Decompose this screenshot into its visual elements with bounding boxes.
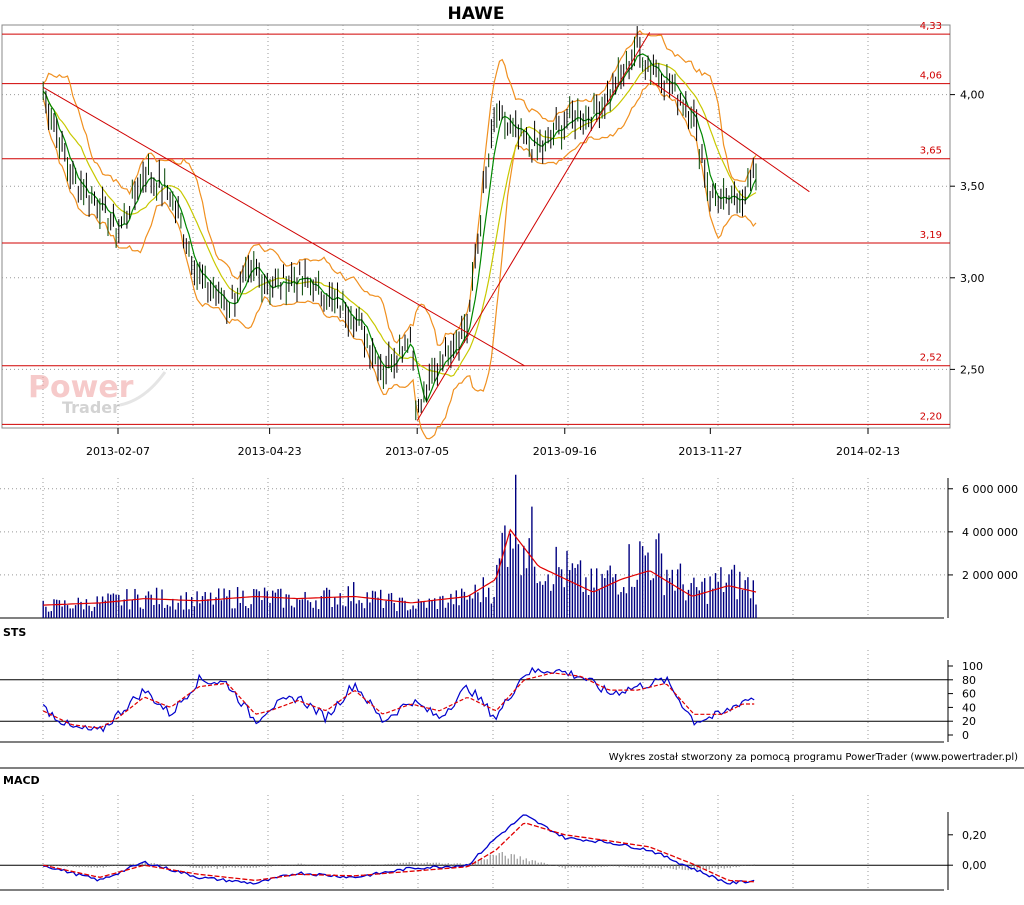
level-label: 4,33 xyxy=(920,21,942,32)
trendlines xyxy=(42,32,810,421)
y-tick-label: 4 000 000 xyxy=(962,526,1018,539)
powertrader-watermark: Power Trader xyxy=(28,370,167,417)
y-tick-label: 60 xyxy=(962,688,976,701)
level-label: 3,19 xyxy=(920,230,942,241)
y-tick-label: 0,20 xyxy=(962,829,987,842)
price-plot-area xyxy=(1,24,951,429)
y-tick-label: 4,00 xyxy=(960,89,985,102)
x-tick-label: 2013-04-23 xyxy=(238,445,302,458)
price-y-axis: 2,50 3,00 3,50 4,00 xyxy=(950,89,985,376)
macd-lines xyxy=(43,814,755,885)
watermark-trader: Trader xyxy=(62,398,120,417)
chart-title: HAWE xyxy=(448,4,505,24)
x-tick-label: 2013-11-27 xyxy=(678,445,742,458)
y-tick-label: 3,00 xyxy=(960,272,985,285)
y-tick-label: 40 xyxy=(962,701,976,714)
sts-d-line xyxy=(42,672,755,729)
y-tick-label: 2,50 xyxy=(960,363,985,376)
volume-y-axis: 2 000 000 4 000 000 6 000 000 xyxy=(948,483,1018,582)
price-panel: Power Trader 4,33 4,06 3,65 3,19 2,52 2,20 2,… xyxy=(1,21,985,458)
sts-grid xyxy=(0,650,948,742)
y-tick-label: 6 000 000 xyxy=(962,483,1018,496)
macd-title: MACD xyxy=(3,774,40,787)
level-label: 2,20 xyxy=(920,411,942,422)
x-tick-label: 2013-02-07 xyxy=(86,445,150,458)
sts-lines xyxy=(42,666,755,733)
y-tick-label: 100 xyxy=(962,660,983,673)
watermark-swoosh-icon xyxy=(119,371,167,407)
x-tick-label: 2014-02-13 xyxy=(836,445,900,458)
macd-panel: MACD 0,00 0,20 xyxy=(0,774,987,891)
level-label: 2,52 xyxy=(920,353,942,364)
trendline xyxy=(416,32,651,421)
y-tick-label: 20 xyxy=(962,715,976,728)
sma-short-line xyxy=(42,53,757,404)
price-x-axis: 2013-02-07 2013-04-23 2013-07-05 2013-09-16… xyxy=(86,428,900,458)
level-label: 4,06 xyxy=(920,71,942,82)
volume-average-path xyxy=(43,528,757,606)
horizontal-levels: 4,33 4,06 3,65 3,19 2,52 2,20 xyxy=(2,21,950,425)
y-tick-label: 0,00 xyxy=(962,859,987,872)
macd-signal-line xyxy=(43,822,755,883)
y-tick-label: 2 000 000 xyxy=(962,569,1018,582)
y-tick-label: 80 xyxy=(962,674,976,687)
volume-average-line xyxy=(43,528,757,606)
volume-panel: 2 000 000 4 000 000 6 000 000 xyxy=(0,474,1018,619)
sts-k-line xyxy=(42,666,755,733)
trendline xyxy=(42,86,525,367)
y-tick-label: 3,50 xyxy=(960,180,985,193)
watermark-power: Power xyxy=(28,370,134,405)
macd-y-axis: 0,00 0,20 xyxy=(948,829,987,872)
x-tick-label: 2013-07-05 xyxy=(385,445,449,458)
trendline xyxy=(649,79,810,193)
x-tick-label: 2013-09-16 xyxy=(533,445,597,458)
y-tick-label: 0 xyxy=(962,729,969,742)
sts-title: STS xyxy=(3,626,26,639)
credit-text: Wykres został stworzony za pomocą progra… xyxy=(609,752,1018,763)
price-bars xyxy=(42,26,757,421)
level-label: 3,65 xyxy=(920,146,942,157)
